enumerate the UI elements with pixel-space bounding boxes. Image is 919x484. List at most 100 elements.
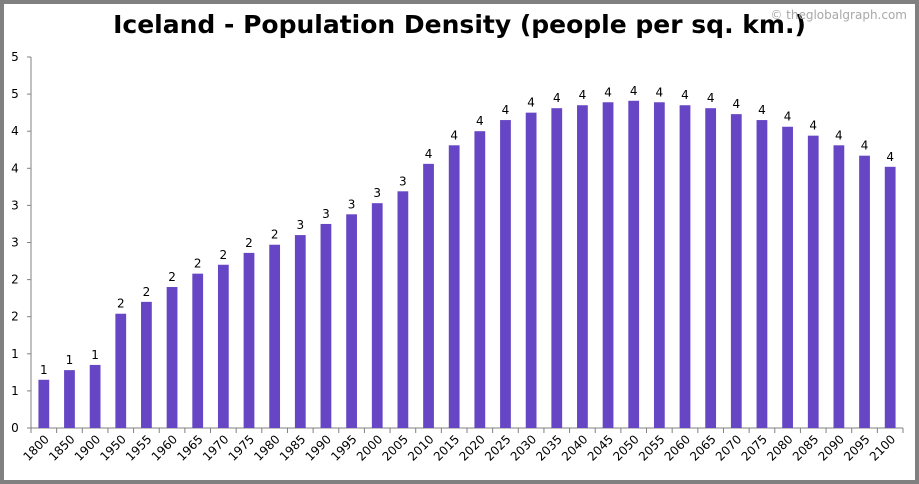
bar-1990 xyxy=(320,223,332,428)
x-tick-label: 2090 xyxy=(816,432,847,463)
y-tick-label: 1 xyxy=(11,384,19,398)
bar-2050 xyxy=(628,100,640,428)
x-tick-label: 2045 xyxy=(585,432,616,463)
data-label-2095: 4 xyxy=(861,139,869,153)
data-label-1960: 2 xyxy=(168,270,176,284)
data-label-2065: 4 xyxy=(707,91,715,105)
x-tick-label: 2070 xyxy=(713,432,744,463)
data-label-2005: 3 xyxy=(399,174,407,188)
bar-2020 xyxy=(474,131,486,428)
data-label-1995: 3 xyxy=(348,197,356,211)
bar-2090 xyxy=(833,145,845,428)
bar-2000 xyxy=(371,203,383,428)
x-tick-label: 2035 xyxy=(533,432,564,463)
y-tick-label: 5 xyxy=(11,50,19,64)
bar-2055 xyxy=(653,102,665,429)
y-tick-label: 3 xyxy=(11,198,19,212)
bar-1980 xyxy=(269,244,281,428)
data-label-2020: 4 xyxy=(476,114,484,128)
bar-2095 xyxy=(859,155,870,428)
bar-1950 xyxy=(115,313,127,428)
data-label-1950: 2 xyxy=(117,297,125,311)
data-label-1850: 1 xyxy=(66,353,74,367)
data-label-2070: 4 xyxy=(732,97,740,111)
bar-2100 xyxy=(884,166,896,429)
data-label-2015: 4 xyxy=(450,128,458,142)
y-tick-label: 2 xyxy=(11,273,19,287)
bar-2005 xyxy=(397,191,409,428)
x-tick-label: 1950 xyxy=(97,432,128,463)
data-label-2100: 4 xyxy=(886,150,894,164)
bar-1960 xyxy=(166,287,178,428)
x-tick-label: 1900 xyxy=(72,432,103,463)
x-tick-label: 2060 xyxy=(662,432,693,463)
x-tick-label: 2005 xyxy=(380,432,411,463)
x-tick-label: 2055 xyxy=(636,432,667,463)
y-tick-label: 4 xyxy=(11,161,19,175)
data-label-1980: 2 xyxy=(271,228,279,242)
bar-2035 xyxy=(551,108,563,428)
data-label-2075: 4 xyxy=(758,103,766,117)
x-tick-label: 1800 xyxy=(20,432,51,463)
x-tick-label: 2075 xyxy=(739,432,770,463)
bar-1850 xyxy=(64,370,75,428)
bar-1985 xyxy=(294,235,306,428)
data-label-2085: 4 xyxy=(809,119,817,133)
bar-1965 xyxy=(192,273,204,428)
data-label-2045: 4 xyxy=(604,85,612,99)
bar-2060 xyxy=(679,105,691,428)
bar-2070 xyxy=(730,114,742,428)
bar-2065 xyxy=(705,108,717,428)
bar-2045 xyxy=(602,102,614,429)
y-tick-label: 1 xyxy=(11,347,19,361)
x-tick-label: 2050 xyxy=(610,432,641,463)
x-tick-label: 1965 xyxy=(174,432,205,463)
x-tick-label: 1960 xyxy=(149,432,180,463)
data-label-2080: 4 xyxy=(784,110,792,124)
x-tick-label: 1980 xyxy=(251,432,282,463)
x-tick-label: 1850 xyxy=(46,432,77,463)
bar-2010 xyxy=(423,163,434,428)
data-label-1990: 3 xyxy=(322,207,330,221)
bar-1970 xyxy=(217,264,229,428)
bar-1900 xyxy=(89,364,101,428)
data-label-1965: 2 xyxy=(194,257,202,271)
data-label-1955: 2 xyxy=(143,285,151,299)
y-tick-label: 3 xyxy=(11,236,19,250)
data-label-2030: 4 xyxy=(527,96,535,110)
bar-2085 xyxy=(807,135,819,429)
data-label-2000: 3 xyxy=(373,186,381,200)
data-label-2060: 4 xyxy=(681,88,689,102)
x-tick-label: 2085 xyxy=(790,432,821,463)
data-label-2010: 4 xyxy=(425,147,433,161)
x-tick-label: 2030 xyxy=(508,432,539,463)
x-tick-label: 1995 xyxy=(328,432,359,463)
x-tick-label: 2040 xyxy=(559,432,590,463)
data-label-2040: 4 xyxy=(579,88,587,102)
x-tick-label: 1975 xyxy=(226,432,257,463)
x-tick-label: 1955 xyxy=(123,432,154,463)
x-tick-label: 2100 xyxy=(867,432,898,463)
data-label-1970: 2 xyxy=(220,248,228,262)
x-tick-label: 1990 xyxy=(303,432,334,463)
data-label-2025: 4 xyxy=(502,103,510,117)
y-tick-label: 2 xyxy=(11,310,19,324)
bar-2080 xyxy=(782,126,793,429)
bar-1975 xyxy=(243,252,255,428)
data-label-1985: 3 xyxy=(296,218,304,232)
bar-1995 xyxy=(346,214,357,428)
bar-2040 xyxy=(577,105,588,428)
x-tick-label: 2010 xyxy=(405,432,436,463)
bar-2015 xyxy=(448,145,460,428)
bar-1955 xyxy=(141,301,152,428)
bar-1800 xyxy=(38,379,50,428)
x-tick-label: 2065 xyxy=(687,432,718,463)
bar-2025 xyxy=(500,120,511,428)
bar-2075 xyxy=(756,120,768,428)
x-tick-label: 2025 xyxy=(482,432,513,463)
watermark: © theglobalgraph.com xyxy=(770,8,907,22)
y-tick-label: 0 xyxy=(11,421,19,435)
data-label-2090: 4 xyxy=(835,128,843,142)
data-label-1975: 2 xyxy=(245,236,253,250)
